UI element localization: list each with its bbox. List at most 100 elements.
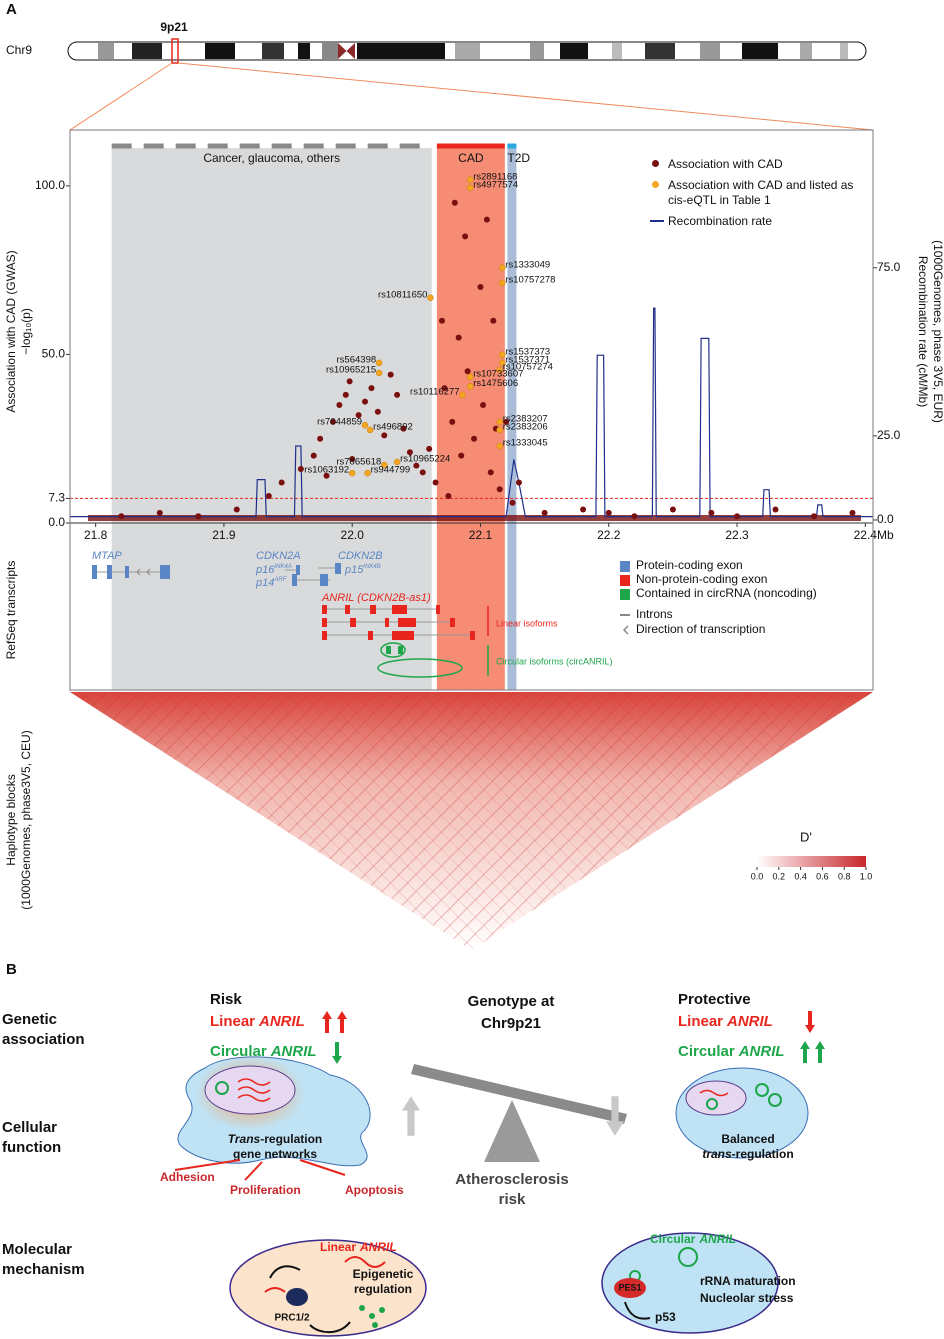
transcripts-ellipse: [377, 658, 463, 678]
y2-axis-label: Recombination rate (cM/Mb): [916, 256, 930, 407]
panel-b-g-circle: [379, 1307, 385, 1313]
isoform-label-tspan: ARF: [273, 577, 286, 583]
band-label: 9p21: [160, 20, 188, 34]
snp-label: rs1537373: [505, 346, 550, 357]
snp-point: [772, 506, 779, 513]
genotype-label: Chr9p21: [481, 1015, 541, 1032]
snp-label: rs10757274: [503, 361, 553, 372]
legend-swatch: [620, 561, 630, 572]
snp-label: rs10757278: [505, 274, 555, 285]
transcripts-rect: [92, 565, 97, 579]
chromosome-line: [69, 62, 173, 131]
snp-point: [455, 334, 462, 341]
panel-b-path: [269, 1265, 351, 1334]
mechanism-rna-tspan: Circular: [650, 1232, 696, 1246]
panel-b-path: [624, 1301, 651, 1320]
chromosome-rect: [840, 43, 848, 59]
row-label: function: [2, 1139, 61, 1156]
transcripts-rect: [392, 605, 407, 614]
arrow-up: [800, 1041, 810, 1063]
snp-point: [490, 317, 497, 324]
region-label: T2D: [507, 151, 530, 165]
isoform-label-tspan: p16: [255, 564, 275, 576]
transcripts-rect: [292, 574, 297, 586]
chromosome-rect: [612, 43, 622, 59]
snp-point: [278, 479, 285, 486]
chromosome-rect: [262, 43, 284, 59]
snp-point: [499, 351, 506, 359]
transcripts-rect: [296, 565, 300, 575]
snp-point: [462, 233, 469, 240]
snp-label: rs4977574: [473, 179, 518, 190]
snp-point: [393, 458, 401, 466]
x-tick-label: 22.0: [341, 528, 365, 542]
mechanism-process: rRNA maturation: [700, 1274, 796, 1288]
mechanism-process: Epigenetic: [353, 1267, 414, 1281]
snp-point: [432, 479, 439, 486]
snp-point: [849, 509, 856, 516]
chromosome-rect: [357, 43, 445, 59]
mechanism-rna-tspan: ANRIL: [359, 1240, 397, 1254]
snp-point: [480, 401, 487, 408]
region: [436, 148, 505, 690]
region: [507, 148, 517, 690]
snp-point: [496, 442, 503, 450]
effect-label: Proliferation: [230, 1183, 301, 1197]
snp-label: rs564398: [337, 354, 377, 365]
chromosome-rect: [700, 43, 720, 59]
mechanism-process: regulation: [354, 1282, 412, 1296]
snp-point: [336, 401, 343, 408]
snp-point: [419, 469, 426, 476]
y-axis-label: −log₁₀(p): [19, 308, 33, 355]
snp-point: [810, 513, 817, 520]
effect-arrows: [174, 1159, 346, 1181]
region-label: Cancer, glaucoma, others: [203, 151, 340, 165]
risk-networks: gene networks: [233, 1147, 317, 1161]
snp-label: rs10811650: [378, 289, 427, 300]
snp-point: [451, 199, 458, 206]
snp-point: [605, 509, 612, 516]
snp-point: [364, 469, 371, 477]
chromosome-polygon: [338, 43, 355, 59]
panel-b-g-circle: [359, 1305, 365, 1311]
transcripts-ellipse: [380, 642, 406, 658]
transcripts-polyline: [622, 625, 629, 635]
y-tick-label: 0.0: [48, 515, 65, 529]
chromosome-rect: [560, 43, 588, 59]
nucleus: [204, 1065, 296, 1115]
snp-point: [381, 432, 388, 439]
legend-label: Contained in circRNA (noncoding): [636, 586, 817, 600]
snp-point: [346, 378, 353, 385]
snp-point: [459, 391, 466, 399]
x-tick-label: 22.1: [469, 528, 493, 542]
colorbar-title: D': [800, 829, 812, 844]
legend-swatch: [652, 160, 659, 167]
legend-swatch: [620, 589, 630, 600]
region-label: CAD: [458, 151, 484, 165]
snp-point: [580, 506, 587, 513]
y-tick-label: 50.0: [42, 347, 66, 361]
snp-point: [499, 264, 506, 272]
transcripts-rect: [160, 565, 170, 579]
chromosome-rect: [455, 43, 480, 59]
chromosome: [67, 38, 874, 131]
panel-b-circle: [768, 1093, 782, 1107]
x-axis-label: Mb: [877, 528, 894, 542]
snp-point: [381, 461, 388, 469]
y-axis-label: Association with CAD (GWAS): [4, 250, 18, 412]
risk-linear-tspan: Linear: [210, 1013, 255, 1030]
snp-label: rs1333045: [503, 438, 548, 449]
colorbar-tick-label: 0.6: [816, 871, 829, 881]
colorbar-tick-label: 0.4: [794, 871, 807, 881]
snp-point: [400, 425, 407, 432]
x-tick-label: 22.2: [597, 528, 621, 542]
chromosome-rect: [205, 43, 235, 59]
transcripts-rect: [368, 631, 373, 640]
risk-linear-tspan: ANRIL: [258, 1013, 305, 1030]
panel-b-circle: [678, 1247, 698, 1267]
legend-label: Non-protein-coding exon: [636, 572, 767, 586]
snp-point: [708, 509, 715, 516]
snp-point: [438, 317, 445, 324]
x-tick-label: 22.3: [725, 528, 749, 542]
snp-point: [509, 499, 516, 506]
